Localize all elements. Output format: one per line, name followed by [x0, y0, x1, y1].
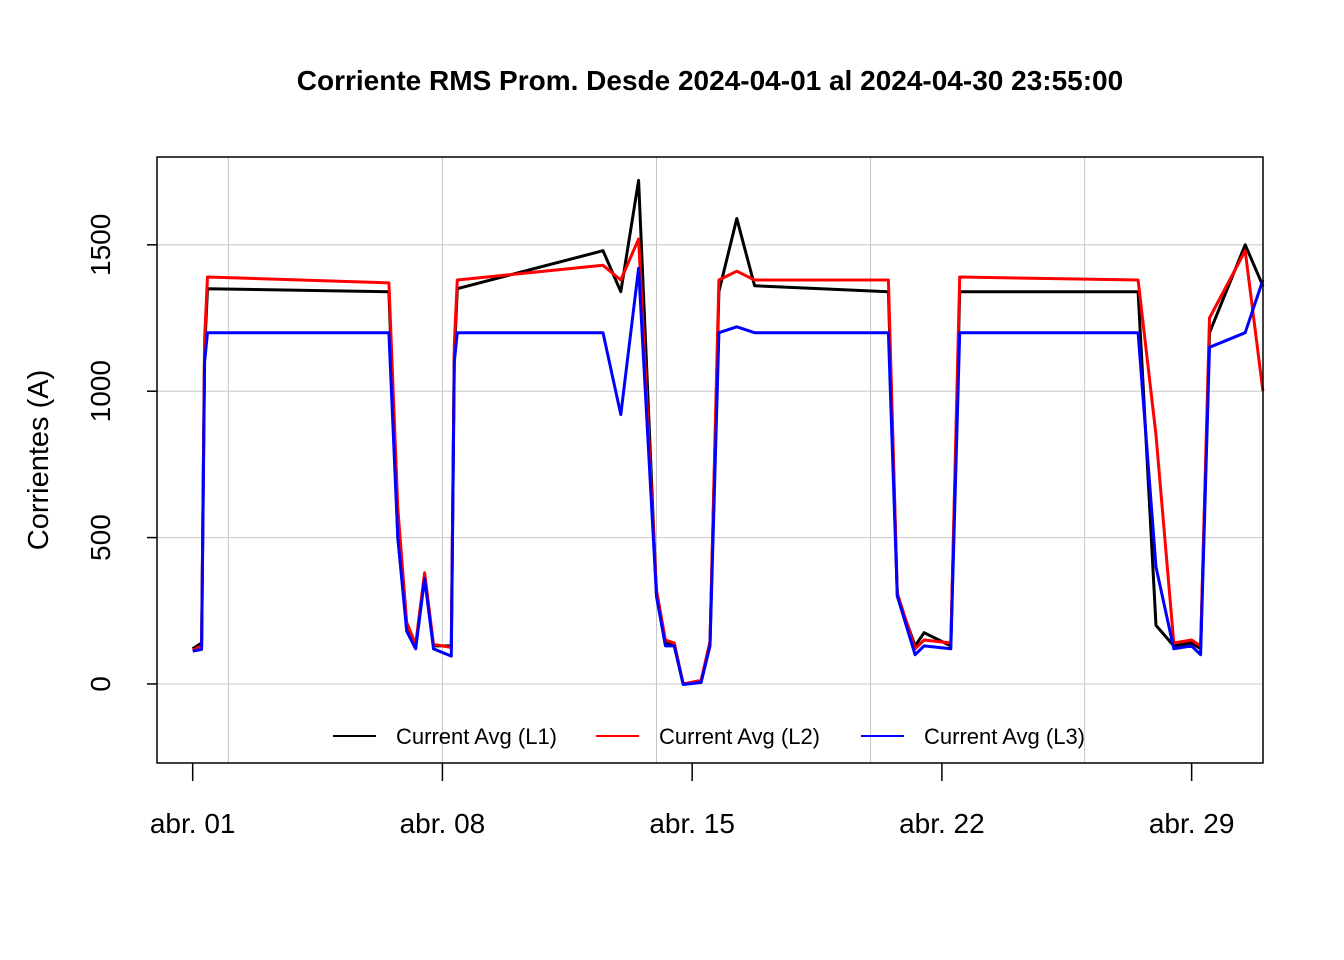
grid	[157, 157, 1263, 763]
x-tick-label-3: abr. 15	[649, 808, 735, 839]
y-tick-label-1: 0	[85, 676, 116, 692]
x-tick-label-1: abr. 01	[150, 808, 236, 839]
legend-label-l3: Current Avg (L3)	[924, 724, 1085, 749]
y-axis-label: Corrientes (A)	[23, 370, 55, 551]
x-tick-label-4: abr. 22	[899, 808, 985, 839]
series-line-l3	[192, 266, 1265, 686]
y-tick-label-2: 500	[85, 514, 116, 561]
y-tick-label-4: 1500	[85, 214, 116, 276]
chart-title: Corriente RMS Prom. Desde 2024-04-01 al …	[297, 65, 1123, 96]
legend-label-l1: Current Avg (L1)	[396, 724, 557, 749]
legend-label-l2: Current Avg (L2)	[659, 724, 820, 749]
legend: Current Avg (L1) Current Avg (L2) Current …	[333, 724, 1085, 749]
plot-frame	[156, 156, 1264, 764]
axes: 0 500 1000 1500 abr. 01 abr. 08 abr. 15 abr. 22…	[85, 214, 1234, 839]
x-tick-label-5: abr. 29	[1149, 808, 1235, 839]
y-tick-label-3: 1000	[85, 360, 116, 422]
x-tick-label-2: abr. 08	[400, 808, 486, 839]
series-layer	[191, 178, 1265, 686]
